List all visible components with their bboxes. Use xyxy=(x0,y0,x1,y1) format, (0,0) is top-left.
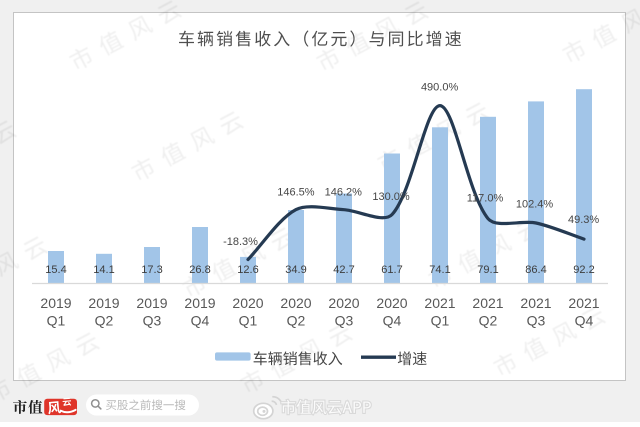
svg-text:Q4: Q4 xyxy=(575,313,594,329)
svg-text:117.0%: 117.0% xyxy=(467,192,504,204)
svg-text:Q2: Q2 xyxy=(287,313,306,329)
svg-text:15.4: 15.4 xyxy=(45,264,66,276)
svg-text:130.0%: 130.0% xyxy=(372,191,410,203)
svg-text:146.2%: 146.2% xyxy=(325,187,363,199)
svg-text:2019: 2019 xyxy=(88,295,119,311)
svg-text:490.0%: 490.0% xyxy=(421,82,459,94)
svg-text:2020: 2020 xyxy=(328,295,359,311)
svg-text:2019: 2019 xyxy=(40,295,71,311)
svg-text:2021: 2021 xyxy=(472,295,503,311)
svg-text:2021: 2021 xyxy=(568,295,599,311)
svg-text:61.7: 61.7 xyxy=(381,264,402,276)
svg-text:2021: 2021 xyxy=(424,295,455,311)
svg-text:74.1: 74.1 xyxy=(429,264,450,276)
svg-text:79.1: 79.1 xyxy=(477,264,498,276)
svg-text:102.4%: 102.4% xyxy=(516,199,554,211)
svg-text:Q1: Q1 xyxy=(239,313,258,329)
svg-text:2021: 2021 xyxy=(520,295,551,311)
svg-text:2020: 2020 xyxy=(376,295,407,311)
svg-text:17.3: 17.3 xyxy=(141,264,162,276)
svg-text:Q3: Q3 xyxy=(335,313,354,329)
svg-text:2019: 2019 xyxy=(184,295,215,311)
svg-text:-18.3%: -18.3% xyxy=(223,236,258,248)
svg-text:86.4: 86.4 xyxy=(525,264,546,276)
svg-text:Q2: Q2 xyxy=(479,313,498,329)
svg-text:146.5%: 146.5% xyxy=(277,187,315,199)
svg-text:34.9: 34.9 xyxy=(285,264,306,276)
svg-text:Q1: Q1 xyxy=(431,313,450,329)
svg-text:14.1: 14.1 xyxy=(93,264,114,276)
svg-text:42.7: 42.7 xyxy=(333,264,354,276)
svg-text:Q4: Q4 xyxy=(383,313,402,329)
svg-text:2020: 2020 xyxy=(280,295,311,311)
svg-text:Q2: Q2 xyxy=(95,313,114,329)
svg-text:92.2: 92.2 xyxy=(573,264,594,276)
svg-text:2019: 2019 xyxy=(136,295,167,311)
svg-text:26.8: 26.8 xyxy=(189,264,210,276)
svg-text:Q1: Q1 xyxy=(47,313,66,329)
svg-text:49.3%: 49.3% xyxy=(568,214,599,226)
svg-text:2020: 2020 xyxy=(232,295,263,311)
svg-text:Q3: Q3 xyxy=(527,313,546,329)
svg-text:Q4: Q4 xyxy=(191,313,210,329)
svg-text:Q3: Q3 xyxy=(143,313,162,329)
svg-text:12.6: 12.6 xyxy=(237,264,258,276)
